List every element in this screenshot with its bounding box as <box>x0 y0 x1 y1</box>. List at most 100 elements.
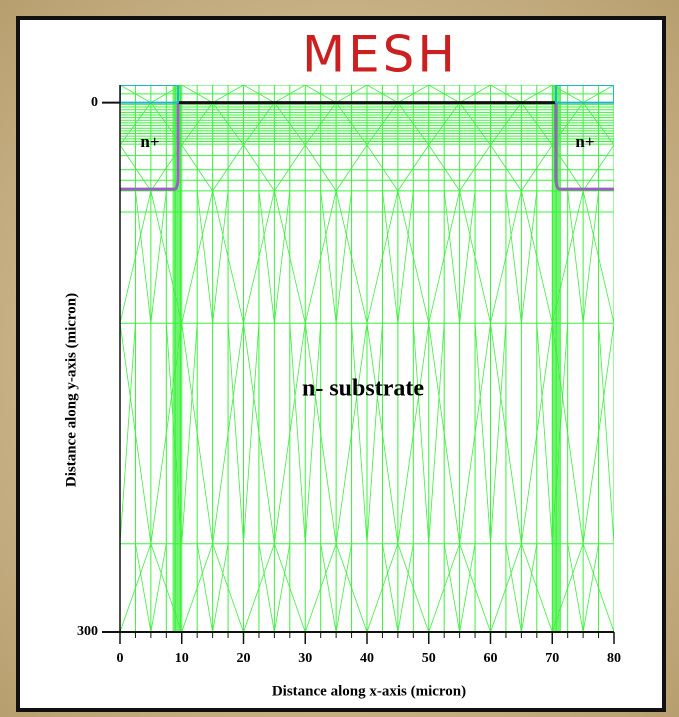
mesh-line <box>243 543 275 632</box>
mesh-line <box>273 543 291 632</box>
mesh-line <box>520 543 538 632</box>
chart-title: MESH <box>302 26 458 84</box>
mesh-line <box>490 323 522 544</box>
mesh-line <box>304 323 322 544</box>
mesh-line <box>181 323 198 544</box>
mesh-line <box>243 323 275 544</box>
mesh-line <box>273 543 306 632</box>
mesh-line <box>273 190 291 324</box>
mesh-line <box>150 190 183 324</box>
annotation: n+ <box>140 132 159 151</box>
mesh-line <box>212 102 244 146</box>
x-tick-label: 80 <box>607 651 621 666</box>
annotation: n+ <box>575 132 594 151</box>
mesh-line <box>120 144 152 192</box>
mesh-line <box>150 543 167 632</box>
mesh-line <box>366 323 399 544</box>
axes: 0 10 20 30 40 50 60 70 80 0 300 <box>77 85 621 666</box>
x-tick-label: 40 <box>360 651 374 666</box>
mesh-line <box>196 543 214 632</box>
mesh-line <box>135 543 152 632</box>
mesh-line <box>459 323 491 544</box>
mesh-line <box>551 323 584 544</box>
mesh-line <box>490 85 522 103</box>
mesh-line <box>582 190 599 324</box>
x-tick-label: 0 <box>117 651 124 666</box>
mesh-line <box>258 190 275 324</box>
annotation: n- substrate <box>302 376 424 402</box>
mesh-line <box>212 190 244 324</box>
mesh-line <box>582 144 614 192</box>
y-tick-label: 300 <box>77 624 98 639</box>
mesh-line <box>212 543 244 632</box>
mesh-line <box>536 323 553 544</box>
mesh-line <box>582 190 614 324</box>
mesh-line <box>551 190 584 324</box>
mesh-line <box>582 102 614 146</box>
mesh-line <box>551 543 584 632</box>
mesh-line <box>552 85 584 103</box>
mesh-line <box>459 144 491 192</box>
mesh-line <box>567 543 584 632</box>
mesh-line <box>428 102 460 146</box>
mesh-line <box>428 144 460 192</box>
junction-boundary <box>554 102 614 191</box>
mesh-line <box>212 543 229 632</box>
mesh-line <box>135 190 152 324</box>
mesh-line <box>490 102 522 146</box>
mesh-line <box>443 543 461 632</box>
x-tick-label: 50 <box>422 651 436 666</box>
mesh-line <box>521 102 553 146</box>
junction-boundary <box>120 102 180 191</box>
mesh-line <box>382 190 399 324</box>
mesh-line <box>304 543 337 632</box>
mesh-line <box>428 85 460 103</box>
mesh-line <box>490 144 522 192</box>
mesh-line <box>382 543 399 632</box>
y-tick-label: 0 <box>91 95 98 110</box>
mesh-line <box>274 102 306 146</box>
mesh-line <box>397 190 414 324</box>
mesh-line <box>397 190 430 324</box>
mesh-line <box>181 323 214 544</box>
mesh-line <box>150 190 167 324</box>
mesh-line <box>520 543 553 632</box>
mesh-line <box>520 190 538 324</box>
y-axis-label: Distance along y-axis (micron) <box>63 293 79 487</box>
mesh-line <box>304 323 337 544</box>
mesh-line <box>120 323 136 544</box>
mesh-line <box>305 85 337 103</box>
mesh-line <box>120 102 152 146</box>
mesh-line <box>428 323 461 544</box>
mesh-line <box>289 323 306 544</box>
mesh-line <box>243 190 275 324</box>
mesh-line <box>335 543 352 632</box>
mesh-line <box>567 190 584 324</box>
mesh-line <box>551 323 569 544</box>
mesh-line <box>181 102 213 146</box>
mesh-line <box>582 543 599 632</box>
mesh-line <box>490 543 522 632</box>
mesh-line <box>320 543 337 632</box>
mesh-line <box>474 323 491 544</box>
mesh-line <box>490 323 507 544</box>
mesh-line <box>582 323 614 544</box>
x-tick-label: 60 <box>484 651 498 666</box>
mesh-line <box>120 85 152 103</box>
mesh-line <box>521 144 553 192</box>
mesh-line <box>181 190 214 324</box>
mesh-line <box>521 85 553 103</box>
mesh-line <box>335 102 368 146</box>
mesh-line <box>366 190 399 324</box>
mesh-line <box>335 323 368 544</box>
mesh-line <box>397 85 429 103</box>
mesh-line <box>181 543 214 632</box>
mesh-line <box>212 144 244 192</box>
mesh-line <box>520 323 553 544</box>
mesh-line <box>243 85 275 103</box>
mesh-line <box>150 323 183 544</box>
mesh-line <box>397 543 414 632</box>
mesh-line <box>366 144 399 192</box>
mesh-line <box>428 543 461 632</box>
